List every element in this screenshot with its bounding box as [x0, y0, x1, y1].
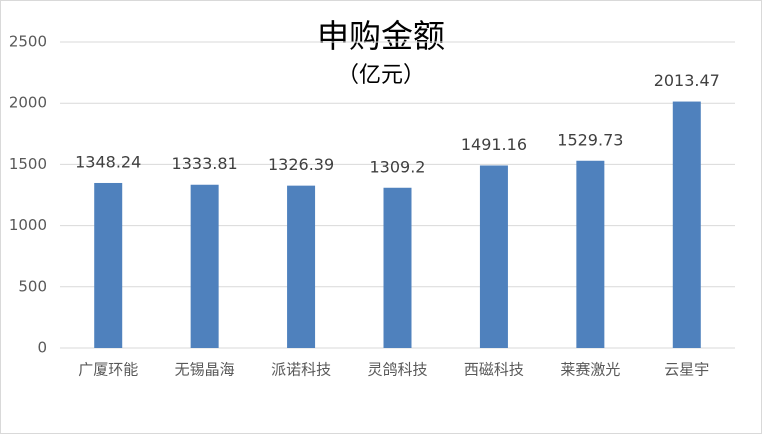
y-tick-label: 2500 [9, 33, 47, 51]
x-tick-label: 无锡晶海 [175, 361, 235, 379]
data-label: 1348.24 [75, 152, 141, 171]
x-tick-label: 派诺科技 [271, 361, 331, 379]
x-tick-label: 西磁科技 [464, 361, 524, 379]
y-tick-label: 2000 [9, 94, 47, 112]
bar [672, 101, 701, 348]
x-tick-label: 广厦环能 [78, 361, 138, 379]
data-label: 1333.81 [172, 154, 238, 173]
chart-title: 申购金额 [317, 17, 445, 55]
x-tick-label: 云星宇 [664, 361, 709, 379]
data-label: 1326.39 [268, 155, 334, 174]
bar [576, 160, 605, 348]
bar [94, 182, 123, 348]
y-tick-label: 500 [18, 277, 47, 295]
y-tick-label: 1000 [9, 216, 47, 234]
data-label: 2013.47 [654, 71, 720, 90]
data-label: 1529.73 [557, 130, 623, 149]
data-label: 1309.2 [370, 157, 426, 176]
bar [479, 165, 508, 348]
data-label: 1491.16 [461, 135, 527, 154]
bar [383, 187, 412, 348]
bar [287, 185, 316, 348]
y-tick-label: 0 [37, 339, 47, 357]
chart-subtitle: （亿元） [337, 63, 425, 88]
x-tick-label: 莱赛激光 [560, 361, 620, 379]
x-tick-label: 灵鸽科技 [367, 361, 427, 379]
y-tick-label: 1500 [9, 155, 47, 173]
bar [190, 184, 219, 348]
